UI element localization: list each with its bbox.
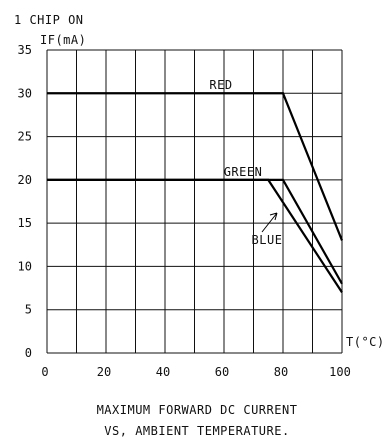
- series-line-blue: [47, 178, 343, 294]
- y-tick-label: 35: [18, 43, 32, 57]
- y-tick-label: 25: [18, 130, 32, 144]
- series-label-blue: BLUE: [252, 233, 283, 247]
- series-label-green: GREEN: [224, 165, 263, 179]
- series-labels: RED GREEN BLUE: [209, 78, 282, 247]
- x-tick-label: 80: [274, 365, 288, 379]
- y-tick-label: 0: [25, 346, 32, 360]
- y-tick-label: 30: [18, 86, 32, 100]
- y-tick-labels: 0 5 10 15 20 25 30 35: [18, 43, 32, 360]
- x-axis-label: T(°C): [346, 335, 385, 349]
- y-tick-label: 20: [18, 173, 32, 187]
- y-tick-label: 15: [18, 216, 32, 230]
- caption-line-1: MAXIMUM FORWARD DC CURRENT: [97, 403, 298, 417]
- x-tick-label: 20: [97, 365, 111, 379]
- x-tick-label: 0: [41, 365, 48, 379]
- grid: [46, 49, 343, 354]
- series-lines: [47, 92, 344, 294]
- y-axis-label: IF(mA): [40, 33, 86, 47]
- x-tick-label: 100: [329, 365, 351, 379]
- y-tick-label: 10: [18, 259, 32, 273]
- caption-line-2: VS, AMBIENT TEMPERATURE.: [104, 424, 289, 438]
- series-line-red: [47, 92, 344, 241]
- y-tick-label: 5: [25, 303, 32, 317]
- chart-title: 1 CHIP ON: [14, 13, 84, 27]
- series-label-red: RED: [209, 78, 232, 92]
- x-tick-labels: 0 20 40 60 80 100: [41, 365, 350, 379]
- x-tick-label: 60: [215, 365, 229, 379]
- blue-leader-arrow: [261, 212, 278, 233]
- x-tick-label: 40: [156, 365, 170, 379]
